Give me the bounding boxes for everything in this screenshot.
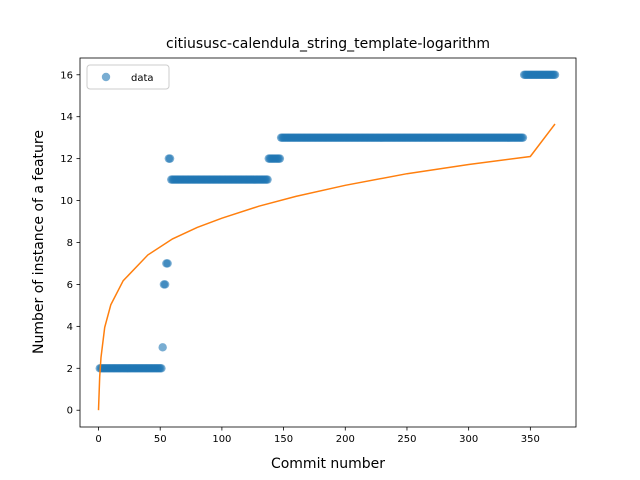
- x-tick-label: 250: [397, 434, 416, 445]
- legend-label: data: [131, 73, 154, 84]
- chart-title: citiususc-calendula_string_template-loga…: [166, 36, 490, 52]
- y-tick-label: 16: [60, 70, 73, 81]
- data-point: [165, 154, 175, 163]
- y-tick-label: 12: [60, 154, 73, 165]
- axes: 0 50 100 150 200 250 300 350 0 2 4 6 8 10 12 14 16: [60, 57, 577, 445]
- y-tick-label: 0: [67, 406, 73, 417]
- fit-line: [97, 123, 556, 411]
- y-axis-label: Number of instance of a feature: [31, 130, 47, 354]
- legend-box: [86, 64, 170, 90]
- x-tick-label: 50: [154, 434, 167, 445]
- legend: data: [86, 64, 170, 90]
- data-point: [263, 175, 272, 184]
- y-tick-label: 6: [67, 280, 73, 291]
- data-point: [550, 70, 560, 79]
- data-point: [163, 259, 172, 268]
- x-tick-label: 200: [336, 434, 355, 445]
- y-tick-label: 14: [60, 112, 73, 123]
- y-tick-label: 4: [67, 322, 73, 333]
- x-tick-label: 300: [459, 434, 478, 445]
- data-point: [275, 154, 285, 163]
- y-tick-label: 2: [67, 364, 73, 375]
- data-point: [160, 280, 170, 289]
- x-tick-label: 100: [212, 434, 231, 445]
- data-point: [157, 364, 166, 373]
- y-tick-label: 10: [60, 196, 73, 207]
- data-point: [158, 343, 167, 352]
- y-tick-label: 8: [67, 238, 73, 249]
- x-tick-label: 350: [521, 434, 540, 445]
- x-tick-label: 0: [95, 434, 101, 445]
- data-point: [518, 133, 528, 142]
- plot-area: [95, 70, 560, 411]
- legend-marker: [101, 72, 111, 82]
- x-axis-label: Commit number: [271, 456, 385, 472]
- x-tick-label: 150: [274, 434, 293, 445]
